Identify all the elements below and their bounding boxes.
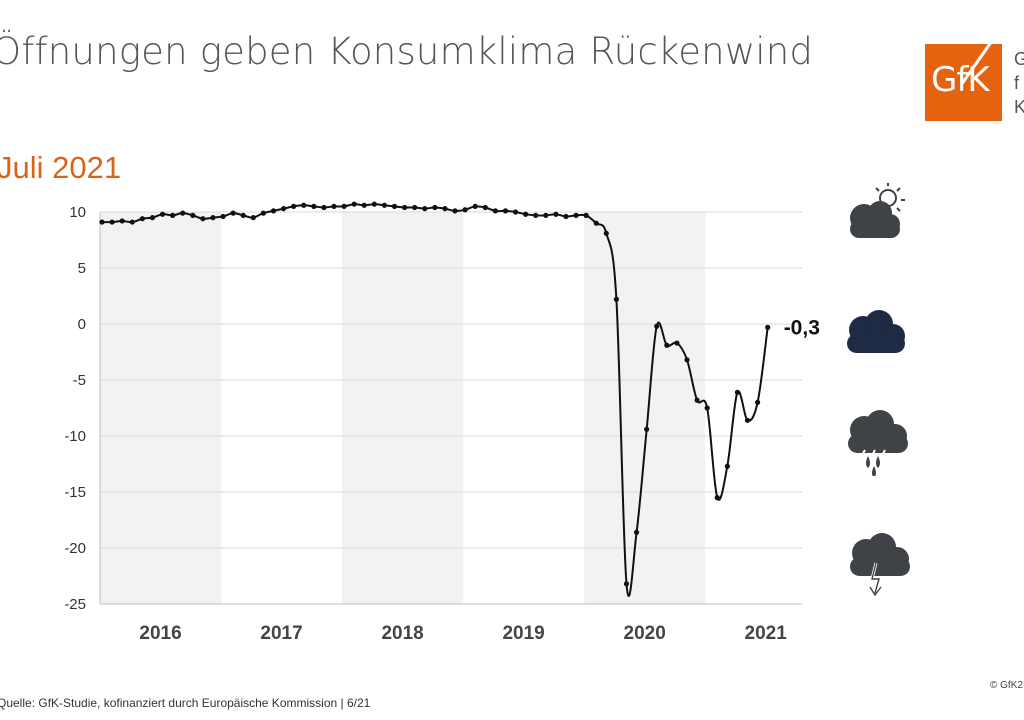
data-point <box>230 210 236 216</box>
data-point <box>361 202 367 208</box>
data-point <box>381 202 388 208</box>
x-tick-label: 2017 <box>260 623 302 644</box>
data-point <box>512 209 519 215</box>
data-point <box>724 463 730 469</box>
data-point <box>401 204 408 211</box>
data-point <box>280 206 287 212</box>
data-point <box>623 581 630 587</box>
data-point <box>734 389 741 395</box>
sun-cloud-icon <box>850 183 905 238</box>
data-point <box>664 342 670 348</box>
data-point <box>159 211 166 217</box>
logo-side-line-1: G <box>1014 49 1024 69</box>
data-point <box>422 206 428 212</box>
data-point <box>321 204 327 211</box>
data-point <box>633 529 640 535</box>
y-tick-label: -20 <box>64 540 86 557</box>
page-title: Öffnungen geben Konsumklima Rückenwind <box>0 30 814 73</box>
year-band-2020 <box>584 212 706 604</box>
data-point <box>190 212 196 218</box>
data-point <box>109 219 115 225</box>
year-band-2018 <box>342 212 464 604</box>
last-value-label: -0,3 <box>784 316 820 339</box>
storm-cloud-icon <box>850 533 910 598</box>
data-point <box>593 220 599 226</box>
data-point <box>533 212 539 218</box>
data-point <box>432 204 438 211</box>
y-tick-label: -10 <box>64 428 86 445</box>
data-point <box>644 426 650 432</box>
x-tick-label: 2019 <box>502 623 544 644</box>
data-point <box>462 207 468 213</box>
data-point <box>270 208 277 214</box>
data-point <box>452 208 458 214</box>
data-point <box>553 211 559 217</box>
data-point <box>704 405 710 411</box>
data-point <box>765 324 771 330</box>
copyright: © GfK2 <box>990 680 1023 691</box>
year-band-2016 <box>100 212 222 604</box>
y-tick-label: 5 <box>78 260 86 277</box>
rain-cloud-icon <box>848 410 908 476</box>
data-point <box>139 216 145 222</box>
data-point <box>714 495 720 501</box>
data-point <box>250 215 256 221</box>
data-point <box>482 204 488 211</box>
data-point <box>502 208 509 214</box>
data-point <box>301 202 307 208</box>
source-note: Quelle: GfK-Studie, kofinanziert durch E… <box>0 696 371 710</box>
data-point <box>371 201 377 207</box>
x-tick-label: 2016 <box>139 623 181 644</box>
data-point <box>654 323 660 329</box>
y-tick-label: 0 <box>78 316 86 333</box>
data-point <box>755 399 761 405</box>
data-point <box>694 397 700 403</box>
data-point <box>170 212 176 218</box>
data-point <box>412 204 418 211</box>
data-point <box>744 417 751 423</box>
data-point <box>240 212 246 218</box>
data-point <box>311 203 317 209</box>
data-point <box>99 219 105 225</box>
x-tick-label: 2018 <box>381 623 423 644</box>
x-tick-label: 2021 <box>745 623 788 644</box>
data-point <box>674 340 680 346</box>
logo-side-line-3: K <box>1014 97 1024 117</box>
data-point <box>613 296 619 302</box>
data-point <box>523 211 529 217</box>
data-point <box>472 203 478 209</box>
gfk-logo-text: GfK <box>931 60 990 100</box>
data-point <box>391 203 398 209</box>
gfk-logo: GfK <box>925 44 1002 121</box>
data-point <box>220 213 226 220</box>
data-point <box>351 201 357 207</box>
data-point <box>200 216 206 222</box>
x-tick-label: 2020 <box>624 623 666 644</box>
data-point <box>603 230 609 236</box>
data-point <box>291 203 297 209</box>
data-point <box>684 357 690 363</box>
logo-side-line-2: f <box>1014 73 1020 93</box>
y-tick-label: -5 <box>73 372 86 389</box>
y-tick-label: -25 <box>64 596 86 613</box>
data-point <box>180 210 186 216</box>
data-point <box>492 208 498 214</box>
data-point <box>543 212 549 218</box>
page-subtitle: Juli 2021 <box>0 150 122 185</box>
data-point <box>563 213 569 220</box>
data-point <box>260 210 266 216</box>
data-point <box>341 203 347 209</box>
data-point <box>583 212 589 218</box>
data-point <box>331 203 337 209</box>
y-tick-label: 10 <box>69 204 86 221</box>
consumer-climate-chart: 10 5 0 -5 -10 -15 -20 -25 2016 2017 2018 2019 2020 2… <box>64 201 820 644</box>
data-point <box>119 218 125 224</box>
data-point <box>442 206 448 212</box>
y-tick-label: -15 <box>64 484 86 501</box>
cloud-icon <box>847 310 905 353</box>
data-point <box>149 215 156 221</box>
data-point <box>210 215 216 221</box>
data-point <box>129 219 135 225</box>
data-point <box>573 212 579 218</box>
